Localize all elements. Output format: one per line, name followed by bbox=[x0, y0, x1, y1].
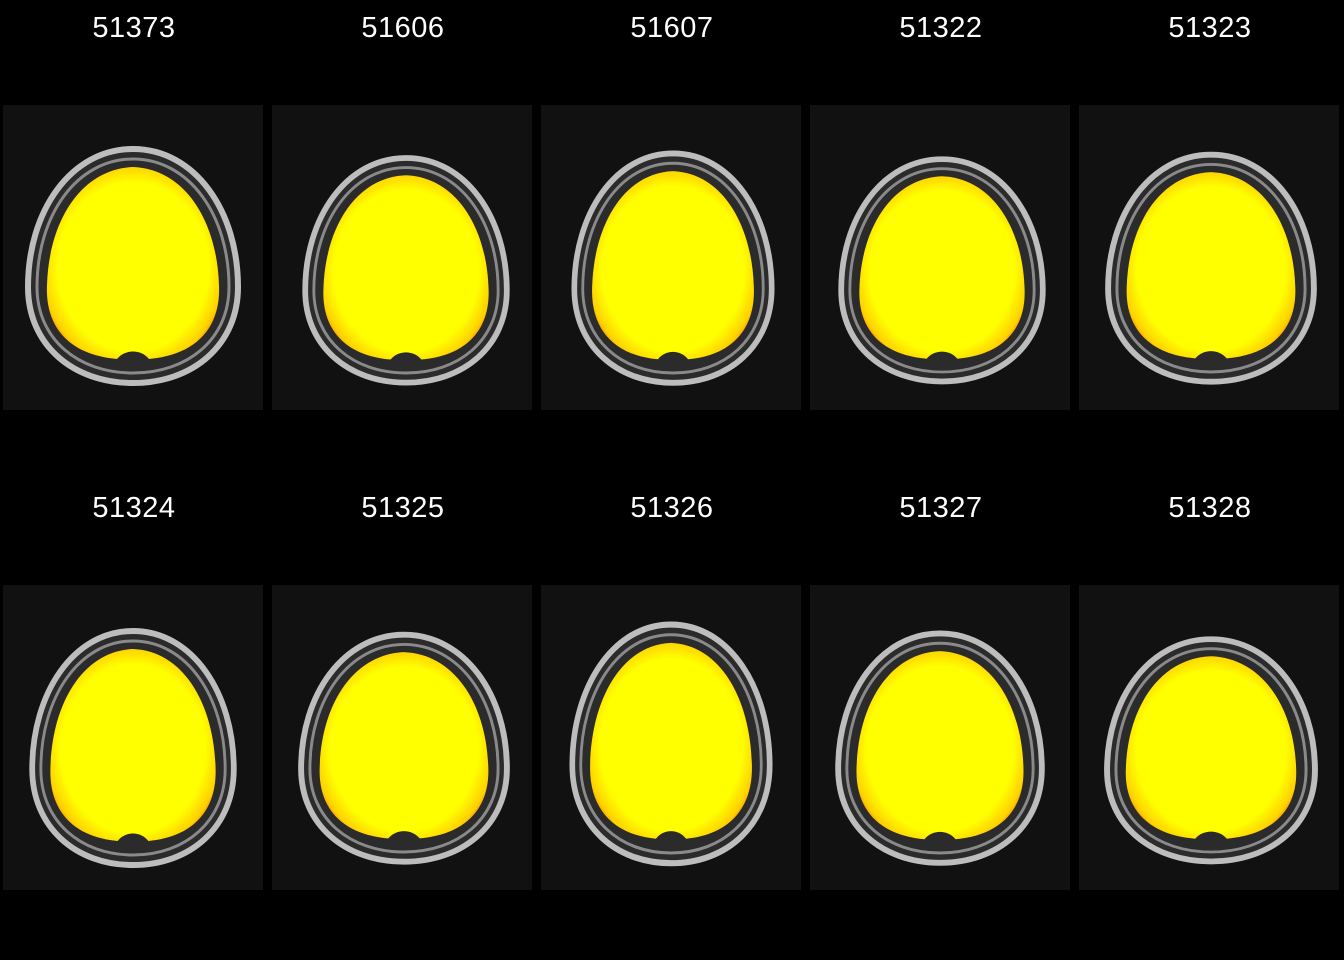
activation-overlay bbox=[859, 176, 1025, 359]
subject-id-label: 51607 bbox=[630, 12, 714, 44]
subject-id-label: 51325 bbox=[361, 492, 445, 524]
inner-skull-ring bbox=[848, 167, 1036, 374]
brain-axial-slice-image bbox=[541, 585, 801, 890]
brain-slice-svg bbox=[571, 150, 775, 386]
brain-slice-svg bbox=[29, 627, 237, 869]
brain-slice-svg bbox=[835, 630, 1045, 866]
brain-slice-svg bbox=[298, 631, 510, 865]
activation-overlay bbox=[590, 642, 752, 839]
activation-overlay bbox=[1126, 172, 1296, 359]
subject-id-label: 51322 bbox=[899, 12, 983, 44]
activation-overlay bbox=[592, 171, 754, 360]
subject-id-label: 51323 bbox=[1168, 12, 1252, 44]
subject-id-label: 51328 bbox=[1168, 492, 1252, 524]
inner-skull-ring bbox=[312, 166, 500, 375]
inner-skull-ring bbox=[845, 641, 1035, 855]
brain-axial-slice-image bbox=[1079, 585, 1339, 890]
subject-id-label: 51324 bbox=[92, 492, 176, 524]
brain-axial-slice-image bbox=[810, 105, 1070, 410]
brain-axial-slice-image bbox=[272, 585, 532, 890]
inner-skull-ring bbox=[308, 642, 500, 854]
brain-slice-svg bbox=[24, 145, 242, 387]
brain-slice-svg bbox=[1104, 636, 1318, 865]
inner-skull-ring bbox=[579, 633, 763, 855]
brain-axial-slice-image bbox=[3, 585, 263, 890]
subject-id-label: 51373 bbox=[92, 12, 176, 44]
brain-slice-svg bbox=[838, 156, 1046, 385]
activation-overlay bbox=[323, 175, 489, 360]
activation-overlay bbox=[319, 652, 489, 839]
brain-slice-svg bbox=[1105, 151, 1317, 385]
activation-overlay bbox=[1125, 656, 1297, 839]
inner-skull-ring bbox=[581, 161, 765, 375]
brain-slice-svg bbox=[302, 155, 510, 386]
inner-skull-ring bbox=[35, 157, 231, 375]
brain-axial-slice-image bbox=[3, 105, 263, 410]
subject-id-label: 51326 bbox=[630, 492, 714, 524]
brain-axial-slice-image bbox=[810, 585, 1070, 890]
inner-skull-ring bbox=[1115, 162, 1307, 374]
activation-overlay bbox=[46, 167, 220, 359]
brain-axial-slice-image bbox=[1079, 105, 1339, 410]
activation-overlay bbox=[856, 651, 1024, 840]
brain-slice-svg bbox=[569, 621, 773, 867]
brain-axial-slice-image bbox=[272, 105, 532, 410]
activation-overlay bbox=[50, 649, 216, 841]
brain-axial-slice-image bbox=[541, 105, 801, 410]
subject-id-label: 51606 bbox=[361, 12, 445, 44]
inner-skull-ring bbox=[39, 639, 227, 857]
subject-id-label: 51327 bbox=[899, 492, 983, 524]
inner-skull-ring bbox=[1114, 647, 1308, 854]
